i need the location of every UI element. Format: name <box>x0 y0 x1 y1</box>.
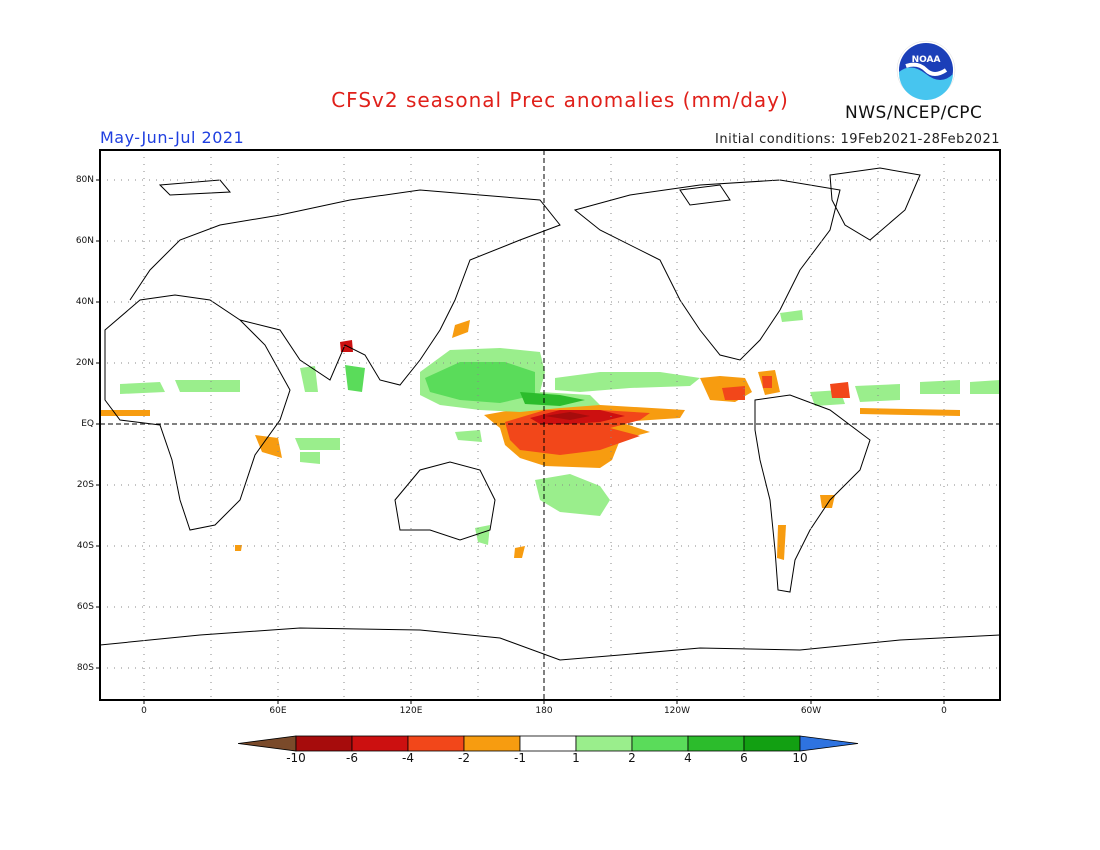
anomaly-wet-us <box>780 310 803 322</box>
anomaly-wet-spcz <box>535 474 610 516</box>
colorbar-segment <box>575 735 633 752</box>
lat-label-eq: EQ <box>81 419 94 429</box>
agency-label: NWS/NCEP/CPC <box>845 103 983 123</box>
lon-label-0: 0 <box>141 706 147 716</box>
noaa-logo: NOAA <box>896 40 956 100</box>
anomaly-dry-caribbean2 <box>762 376 772 388</box>
anomaly-wet-io4 <box>300 452 320 464</box>
colorbar-segment <box>295 735 353 752</box>
lon-label-180: 180 <box>535 706 553 716</box>
lat-label-80s: 80S <box>76 663 94 673</box>
anomaly-dry-africa <box>100 410 150 416</box>
colorbar-label: 1 <box>572 751 580 765</box>
colorbar-label: -10 <box>286 751 306 765</box>
anomaly-wet-io2 <box>175 380 240 392</box>
anomaly-wet-png <box>455 430 482 442</box>
noaa-logo-text: NOAA <box>912 55 941 65</box>
anomaly-dry-chile <box>777 525 786 560</box>
season-label: May-Jun-Jul 2021 <box>100 128 245 147</box>
colorbar-segment <box>351 735 409 752</box>
colorbar-segment <box>463 735 521 752</box>
anomaly-wet-wpac2 <box>425 362 535 403</box>
colorbar-segment <box>519 735 577 752</box>
colorbar-segment <box>407 735 465 752</box>
colorbar-segment <box>631 735 689 752</box>
lon-label-0-east: 0 <box>941 706 947 716</box>
lon-label-60w: 60W <box>800 706 822 716</box>
colorbar-segment <box>743 735 801 752</box>
colorbar-segment <box>687 735 745 752</box>
colorbar-segment-arrow-left <box>238 735 297 752</box>
anomaly-dry-atl <box>830 382 850 398</box>
lat-label-80n: 80N <box>75 175 94 185</box>
lon-label-120e: 120E <box>399 706 423 716</box>
colorbar-label: -6 <box>346 751 358 765</box>
lat-label-40s: 40S <box>76 541 94 551</box>
colorbar-label: -2 <box>458 751 470 765</box>
anomaly-dry-camerica2 <box>722 386 745 400</box>
colorbar-label: 10 <box>792 751 808 765</box>
lat-label-20s: 20S <box>76 480 94 490</box>
lat-label-60n: 60N <box>75 236 94 246</box>
lon-label-60e: 60E <box>269 706 287 716</box>
anomaly-dry-nz <box>514 546 525 558</box>
anomaly-wet-aus <box>475 525 490 545</box>
colorbar-label: 6 <box>740 751 748 765</box>
colorbar-segment-arrow-right <box>799 735 859 752</box>
anomaly-wet-bay <box>300 366 318 392</box>
anomaly-dry-core2 <box>545 412 590 420</box>
lat-label-60s: 60S <box>76 602 94 612</box>
anomaly-wet-io1 <box>120 382 165 394</box>
anomaly-dry-africa2 <box>255 435 282 458</box>
grid <box>100 150 1000 700</box>
axis-ticks <box>96 179 945 704</box>
lat-label-40n: 40N <box>75 297 94 307</box>
colorbar <box>238 735 859 752</box>
map-title: CFSv2 seasonal Prec anomalies (mm/day) <box>331 88 789 112</box>
anomaly-wet-io3 <box>295 438 340 450</box>
anomaly-wet-atl3 <box>920 380 960 394</box>
colorbar-label: 2 <box>628 751 636 765</box>
lon-label-120w: 120W <box>663 706 691 716</box>
colorbar-label: 4 <box>684 751 692 765</box>
anomaly-wet-atl2 <box>855 384 900 402</box>
colorbar-label: -4 <box>402 751 414 765</box>
anomaly-wet-wpac3 <box>520 392 585 406</box>
anomaly-wet-itcz <box>555 372 700 392</box>
initial-conditions-label: Initial conditions: 19Feb2021-28Feb2021 <box>715 132 1000 147</box>
coastlines <box>100 167 1000 661</box>
anomaly-dry-atl-eq <box>860 408 960 416</box>
colorbar-segments <box>238 735 859 752</box>
lat-label-20n: 20N <box>75 358 94 368</box>
map-frame <box>99 149 1001 701</box>
anomaly-wet-atl4 <box>970 380 1000 394</box>
anomaly-shading <box>100 310 1000 560</box>
anomaly-dry-japan <box>452 320 470 338</box>
anomaly-wet-myanmar <box>345 365 365 392</box>
colorbar-label: -1 <box>514 751 526 765</box>
